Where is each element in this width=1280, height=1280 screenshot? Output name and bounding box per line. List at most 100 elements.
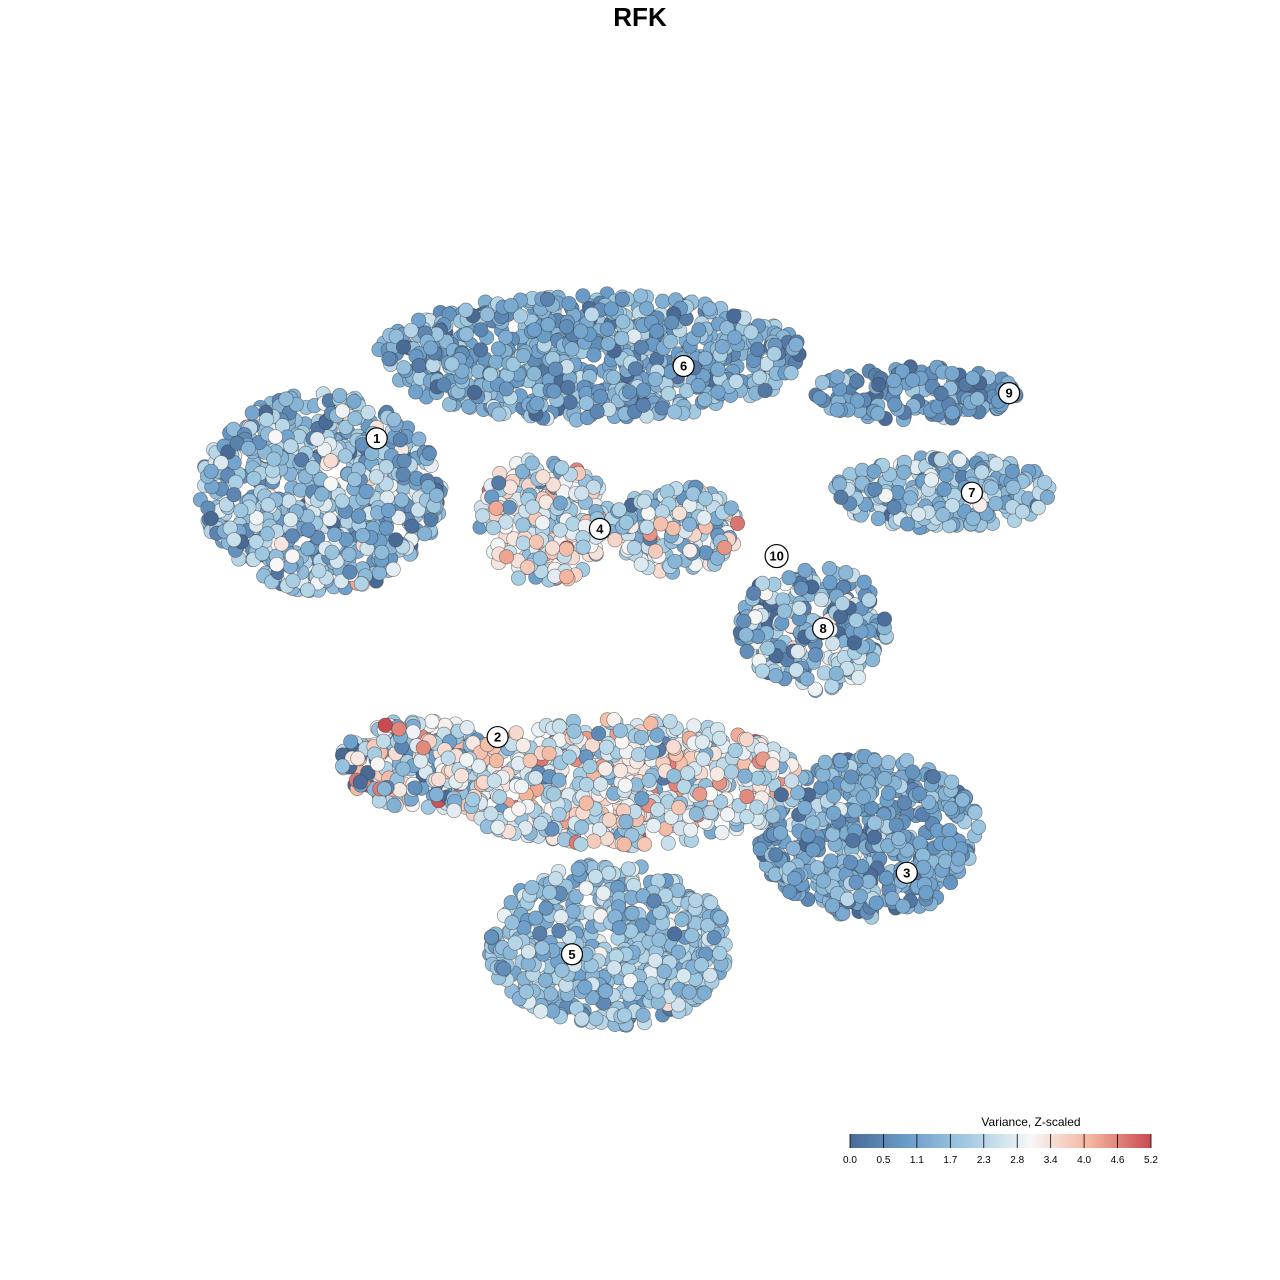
cell-point	[396, 453, 412, 469]
cell-point	[564, 341, 580, 357]
cell-point	[292, 482, 308, 498]
cell-point	[535, 469, 551, 485]
cell-point	[684, 927, 700, 943]
cell-point	[965, 370, 981, 386]
cell-point	[951, 851, 967, 867]
cell-point	[411, 431, 427, 447]
cell-point	[750, 770, 766, 786]
cell-point	[246, 471, 262, 487]
cell-point	[666, 768, 682, 784]
cell-point	[832, 608, 849, 625]
cell-point	[764, 757, 781, 773]
cell-point	[394, 492, 410, 508]
cell-point	[781, 570, 797, 586]
cell-point	[710, 384, 726, 400]
cell-point	[653, 516, 669, 532]
cell-point	[633, 729, 649, 745]
cell-point	[582, 758, 598, 775]
cell-point	[760, 640, 776, 656]
cell-point	[696, 985, 712, 1001]
cell-point	[259, 526, 275, 542]
cell-point	[323, 453, 339, 469]
cell-point	[616, 836, 632, 852]
cell-point	[575, 539, 591, 555]
cell-point	[662, 333, 679, 350]
cell-point	[727, 329, 743, 345]
cell-point	[522, 753, 538, 769]
cell-point	[338, 419, 354, 435]
cell-point	[843, 854, 859, 870]
cell-point	[923, 472, 939, 488]
cell-point	[788, 337, 804, 353]
cell-point	[866, 829, 882, 845]
cell-point	[944, 405, 960, 421]
cell-point	[726, 308, 742, 324]
cell-point	[551, 806, 567, 822]
cell-point	[395, 466, 411, 482]
cell-point	[797, 562, 813, 578]
cell-point	[554, 460, 570, 476]
cell-point	[498, 381, 514, 397]
cell-point	[558, 541, 574, 557]
cell-point	[300, 522, 316, 538]
cell-point	[938, 467, 954, 483]
cell-point	[867, 815, 883, 831]
cell-point	[496, 961, 512, 977]
colorbar-tick-label: 3.4	[1044, 1155, 1058, 1166]
cell-point	[285, 573, 301, 589]
cell-point	[386, 797, 402, 813]
cell-point	[395, 761, 411, 777]
cell-point	[667, 553, 683, 569]
colorbar	[850, 1134, 1151, 1148]
cell-point	[491, 475, 507, 491]
cell-point	[630, 747, 647, 763]
cell-point	[817, 754, 833, 770]
cell-point	[1030, 500, 1046, 516]
cell-point	[848, 874, 864, 890]
cell-point	[603, 301, 619, 317]
cell-point	[813, 779, 829, 795]
cell-point	[413, 753, 429, 769]
cell-point	[537, 972, 554, 988]
cell-point	[371, 565, 387, 581]
cell-point	[736, 613, 752, 629]
cell-point	[877, 771, 893, 787]
cell-point	[814, 375, 830, 391]
cell-point	[575, 288, 591, 304]
cell-point	[300, 541, 316, 557]
cell-point	[886, 373, 902, 389]
cell-point	[616, 1007, 633, 1023]
cell-point	[570, 861, 586, 877]
cell-point	[486, 773, 502, 789]
cell-point	[559, 569, 575, 585]
cell-point	[403, 322, 419, 338]
cell-point	[370, 756, 386, 772]
cell-point	[510, 570, 527, 586]
cell-point	[542, 884, 558, 900]
cell-point	[681, 984, 697, 1000]
cell-point	[790, 644, 806, 660]
cell-point	[347, 410, 363, 427]
cell-point	[526, 366, 542, 382]
cell-point	[712, 945, 728, 961]
cell-point	[633, 288, 649, 304]
cell-point	[605, 369, 622, 385]
cell-point	[878, 870, 895, 886]
cell-point	[415, 740, 431, 756]
cell-point	[832, 476, 848, 492]
cell-point	[880, 754, 896, 771]
cell-point	[524, 879, 540, 896]
cell-point	[866, 463, 882, 479]
cell-point	[392, 432, 408, 448]
cell-point	[278, 391, 294, 407]
cell-point	[618, 514, 634, 530]
cell-point	[805, 842, 821, 858]
cell-point	[524, 455, 540, 471]
cell-point	[695, 751, 711, 767]
cell-point	[574, 485, 590, 501]
cell-point	[714, 339, 730, 355]
cell-point	[861, 873, 877, 890]
cell-point	[503, 894, 519, 911]
cluster-label-text: 2	[494, 730, 501, 745]
cell-point	[912, 835, 928, 851]
